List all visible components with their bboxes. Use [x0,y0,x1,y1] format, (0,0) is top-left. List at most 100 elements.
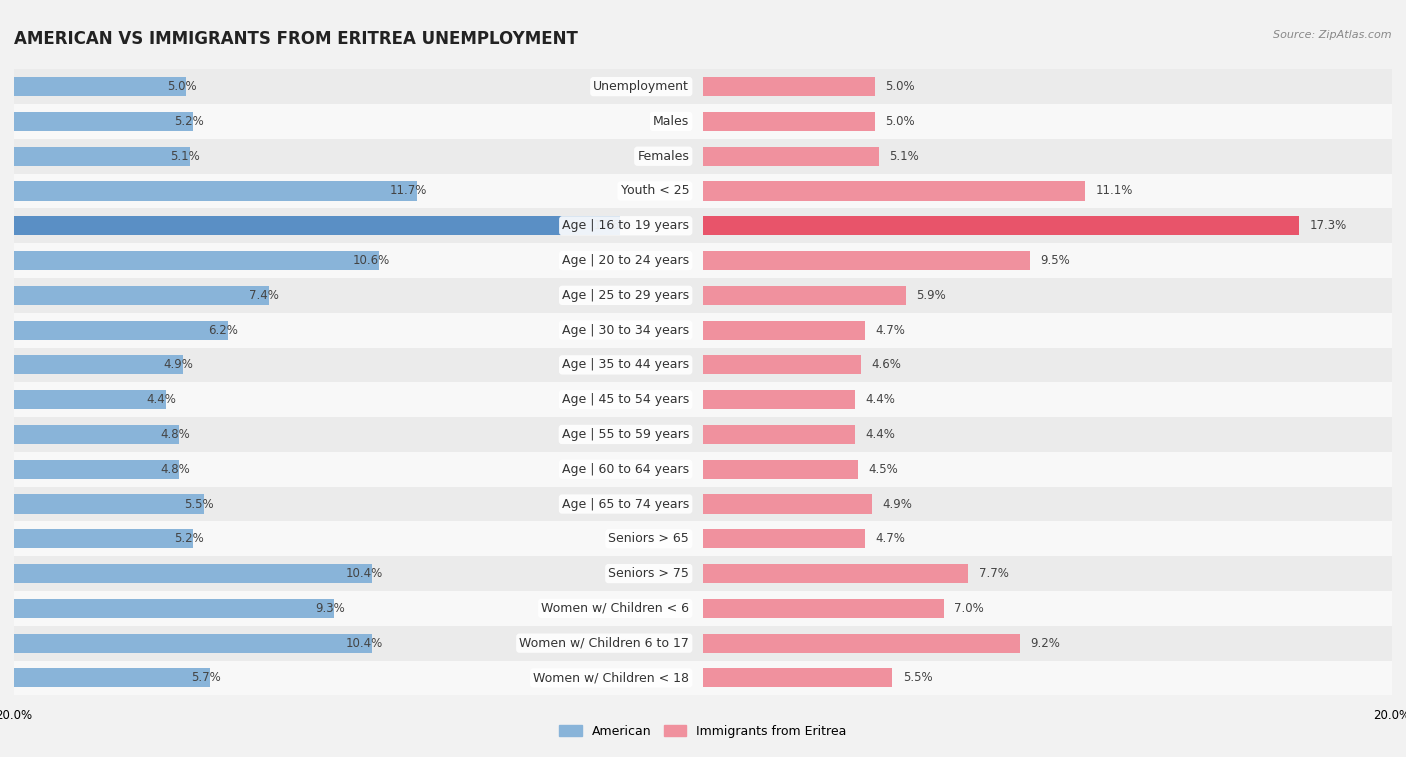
Text: 5.0%: 5.0% [886,80,915,93]
Text: Age | 55 to 59 years: Age | 55 to 59 years [562,428,689,441]
Bar [14,459,180,479]
Text: 5.9%: 5.9% [917,289,946,302]
Text: AMERICAN VS IMMIGRANTS FROM ERITREA UNEMPLOYMENT: AMERICAN VS IMMIGRANTS FROM ERITREA UNEM… [14,30,578,48]
Text: 4.6%: 4.6% [872,358,901,372]
Bar [703,556,1392,591]
Bar [14,668,211,687]
Bar [14,425,180,444]
Bar [14,382,703,417]
Bar [703,347,1392,382]
Bar [14,417,703,452]
Bar [703,147,879,166]
Bar [14,390,166,410]
Text: 7.4%: 7.4% [249,289,280,302]
Bar [703,390,855,410]
Text: Males: Males [652,115,689,128]
Bar [703,77,875,96]
Text: 17.6%: 17.6% [593,220,631,232]
Bar [703,591,1392,626]
Bar [703,529,865,548]
Text: Age | 30 to 34 years: Age | 30 to 34 years [562,323,689,337]
Bar [14,494,204,513]
Bar [703,139,1392,173]
Text: 11.7%: 11.7% [389,185,427,198]
Bar [703,564,969,583]
Bar [703,69,1392,104]
Bar [14,320,228,340]
Text: 5.0%: 5.0% [167,80,197,93]
Bar [14,278,703,313]
Bar [703,355,862,375]
Bar [703,522,1392,556]
Text: 10.4%: 10.4% [346,637,382,650]
Bar [703,313,1392,347]
Text: 7.7%: 7.7% [979,567,1008,580]
Bar [703,494,872,513]
Bar [703,382,1392,417]
Bar [14,487,703,522]
Bar [14,217,620,235]
Text: 17.3%: 17.3% [1309,220,1347,232]
Bar [14,522,703,556]
Bar [703,243,1392,278]
Text: 4.9%: 4.9% [882,497,912,510]
Bar [703,626,1392,661]
Bar [703,251,1031,270]
Legend: American, Immigrants from Eritrea: American, Immigrants from Eritrea [554,720,852,743]
Bar [14,243,703,278]
Bar [703,320,865,340]
Bar [703,668,893,687]
Bar [703,173,1392,208]
Bar [14,452,703,487]
Bar [14,69,703,104]
Bar [703,112,875,131]
Text: Women w/ Children < 6: Women w/ Children < 6 [541,602,689,615]
Text: 4.4%: 4.4% [865,393,894,407]
Text: 4.4%: 4.4% [146,393,176,407]
Bar [14,77,186,96]
Text: 5.0%: 5.0% [886,115,915,128]
Bar [14,182,418,201]
Text: 5.5%: 5.5% [903,671,932,684]
Text: 5.7%: 5.7% [191,671,221,684]
Text: 4.7%: 4.7% [875,323,905,337]
Text: 5.1%: 5.1% [889,150,918,163]
Text: 4.5%: 4.5% [869,463,898,475]
Bar [703,661,1392,696]
Bar [14,529,193,548]
Bar [14,661,703,696]
Text: Females: Females [637,150,689,163]
Text: 5.1%: 5.1% [170,150,200,163]
Text: Unemployment: Unemployment [593,80,689,93]
Text: 4.9%: 4.9% [163,358,193,372]
Bar [14,313,703,347]
Bar [14,104,703,139]
Bar [703,599,945,618]
Bar [14,173,703,208]
Text: 6.2%: 6.2% [208,323,238,337]
Text: 10.6%: 10.6% [353,254,389,267]
Bar [703,104,1392,139]
Bar [14,564,373,583]
Text: 10.4%: 10.4% [346,567,382,580]
Bar [14,286,269,305]
Text: 11.1%: 11.1% [1095,185,1133,198]
Bar [14,347,703,382]
Text: Source: ZipAtlas.com: Source: ZipAtlas.com [1274,30,1392,40]
Text: 4.7%: 4.7% [875,532,905,545]
Bar [14,147,190,166]
Bar [703,487,1392,522]
Text: 5.2%: 5.2% [174,532,204,545]
Bar [703,217,1299,235]
Text: Age | 25 to 29 years: Age | 25 to 29 years [562,289,689,302]
Text: Age | 60 to 64 years: Age | 60 to 64 years [562,463,689,475]
Bar [14,208,703,243]
Text: Seniors > 75: Seniors > 75 [609,567,689,580]
Bar [703,634,1019,653]
Text: 9.3%: 9.3% [315,602,344,615]
Text: 9.5%: 9.5% [1040,254,1070,267]
Bar [14,139,703,173]
Text: Age | 16 to 19 years: Age | 16 to 19 years [562,220,689,232]
Text: Age | 35 to 44 years: Age | 35 to 44 years [562,358,689,372]
Text: 9.2%: 9.2% [1031,637,1060,650]
